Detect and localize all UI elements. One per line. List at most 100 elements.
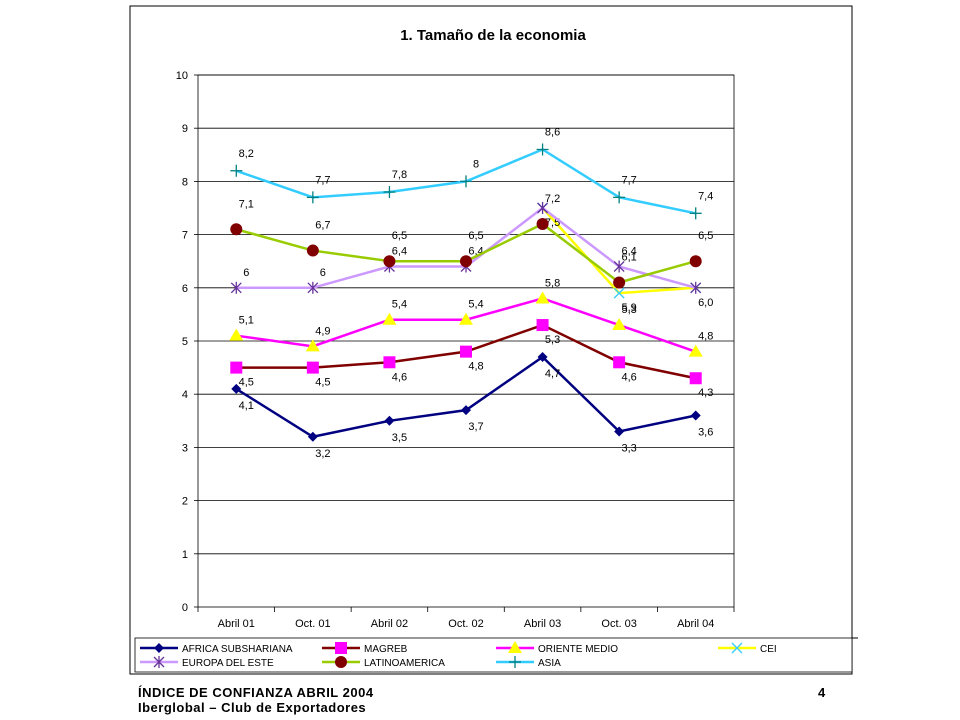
data-label: 3,5 (392, 432, 407, 444)
legend-marker (153, 656, 165, 668)
plot-area: 0 1 2 3 4 5 6 7 8 9 10 Abril 01 Oct. 01 Abril 02 Oct. … (176, 70, 735, 630)
legend-marker (508, 641, 522, 653)
data-point (690, 281, 702, 294)
data-point (306, 361, 319, 374)
data-point (460, 255, 472, 268)
y-tick-label: 9 (182, 123, 188, 135)
data-label: 3,7 (468, 421, 483, 433)
data-point (229, 328, 244, 341)
data-point (612, 318, 627, 331)
legend-label: CEI (760, 644, 777, 655)
legend-marker (335, 642, 347, 654)
y-tick-label: 5 (182, 336, 188, 348)
data-label: 6,4 (621, 246, 636, 258)
data-point (613, 356, 626, 369)
data-point (383, 186, 396, 199)
data-point (383, 356, 396, 369)
x-tick-label: Oct. 01 (295, 618, 330, 630)
page-number: 4 (818, 685, 826, 700)
data-point (461, 405, 471, 416)
y-tick-label: 2 (182, 496, 188, 508)
data-label: 7,7 (621, 174, 636, 186)
data-label: 7,1 (239, 198, 254, 210)
legend-label: MAGREB (364, 644, 408, 655)
data-label: 4,7 (545, 368, 560, 380)
data-label: 8,6 (545, 126, 560, 138)
legend-marker (509, 656, 521, 668)
series-africa-subshariana: 4,1 3,2 3,5 3,7 4,7 3,3 3,6 (231, 351, 713, 460)
data-point (689, 372, 702, 385)
data-point (305, 339, 320, 352)
legend-label: LATINOAMERICA (364, 658, 445, 669)
data-point (382, 312, 397, 325)
series-magreb: 4,5 4,5 4,6 4,8 5,3 4,6 4,3 (230, 319, 713, 399)
data-label: 3,3 (621, 442, 636, 454)
data-point (536, 217, 549, 230)
y-tick-label: 1 (182, 549, 188, 561)
data-label: 5,8 (545, 277, 560, 289)
data-point (535, 291, 550, 304)
footer-organization: Iberglobal – Club de Exportadores (138, 700, 367, 715)
data-point (230, 281, 242, 294)
data-point (230, 223, 243, 236)
data-label: 5,9 (621, 302, 636, 314)
data-point (689, 207, 702, 220)
data-point (307, 281, 319, 294)
data-label: 6 (320, 267, 326, 279)
y-tick-label: 4 (182, 389, 188, 401)
legend-marker (335, 656, 347, 668)
data-label: 6,4 (392, 246, 407, 258)
series-latinoamerica: 7,1 6,7 6,5 6,5 7,2 6,1 6,5 (230, 193, 713, 289)
data-point (689, 255, 702, 268)
data-label: 4,6 (392, 371, 407, 383)
data-point (613, 260, 625, 273)
data-label: 7,7 (315, 174, 330, 186)
y-tick-label: 7 (182, 230, 188, 242)
data-point (231, 383, 242, 394)
data-label: 6,5 (698, 230, 713, 242)
data-point (384, 415, 395, 426)
legend-marker (731, 642, 743, 654)
data-label: 8,2 (239, 148, 254, 160)
data-point (688, 344, 703, 357)
data-label: 6 (243, 267, 249, 279)
data-label: 8 (473, 158, 479, 170)
legend: AFRICA SUBSHARIANA MAGREB ORIENTE MEDIO CEI… (134, 637, 853, 673)
data-point (613, 287, 625, 299)
legend-marker (154, 643, 164, 653)
y-tick-label: 3 (182, 442, 188, 454)
data-label: 3,6 (698, 426, 713, 438)
y-tick-label: 10 (176, 70, 188, 82)
data-label: 4,6 (621, 371, 636, 383)
footer-title: ÍNDICE DE CONFIANZA ABRIL 2004 (138, 685, 374, 700)
data-label: 6,0 (698, 297, 713, 309)
data-label: 4,1 (239, 400, 254, 412)
chart-title: 1. Tamaño de la economia (400, 27, 586, 44)
data-point (230, 361, 243, 374)
y-tick-label: 6 (182, 283, 188, 295)
data-label: 6,5 (468, 230, 483, 242)
data-label: 4,8 (698, 331, 713, 343)
data-point (537, 202, 549, 214)
data-point (306, 244, 319, 257)
x-tick-label: Abril 02 (371, 618, 408, 630)
data-point (306, 191, 319, 204)
data-point (460, 345, 472, 358)
legend-label: AFRICA SUBSHARIANA (182, 644, 293, 655)
y-tick-label: 8 (182, 176, 188, 188)
data-label: 4,3 (698, 387, 713, 399)
x-tick-label: Oct. 02 (448, 618, 483, 630)
data-point (614, 426, 625, 437)
data-point (537, 351, 548, 362)
chart-border (129, 5, 853, 675)
data-label: 5,4 (468, 299, 483, 311)
legend-label: ASIA (538, 658, 561, 669)
data-label: 7,8 (392, 169, 407, 181)
data-label: 5,1 (239, 315, 254, 327)
data-label: 7,4 (698, 190, 713, 202)
data-label: 3,2 (315, 448, 330, 460)
x-tick-label: Abril 03 (524, 618, 561, 630)
data-label: 5,4 (392, 299, 407, 311)
marker-stroke (731, 642, 743, 654)
data-label: 5,3 (621, 304, 636, 316)
